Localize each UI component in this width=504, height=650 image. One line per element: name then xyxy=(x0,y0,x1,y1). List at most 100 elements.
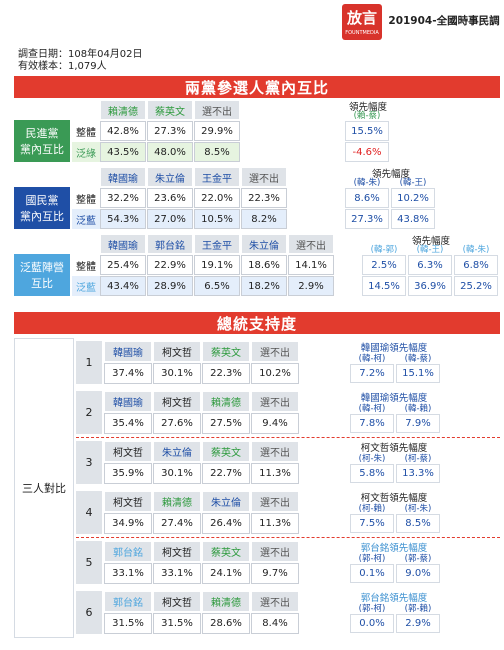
row-label: 泛藍 xyxy=(72,209,100,229)
cell-value: 35.9% xyxy=(104,463,152,484)
block-label-line: 黨內互比 xyxy=(20,210,64,223)
cell-value: 27.3% xyxy=(147,121,193,141)
column-header: 朱立倫 xyxy=(241,234,287,254)
lead-value: 7.2% xyxy=(350,364,394,383)
column-header: 選不出 xyxy=(251,491,299,512)
cell-value: 35.4% xyxy=(104,413,152,434)
cell-value: 22.3% xyxy=(202,363,250,384)
cell-value: 6.5% xyxy=(194,276,240,296)
survey-date: 調查日期：108年04月02日 xyxy=(18,48,143,60)
column-header: 韓國瑜 xyxy=(100,234,146,254)
block-label: 民進黨 黨內互比 xyxy=(14,120,70,162)
lead-pair: (韓-朱) xyxy=(462,245,490,255)
lead-value: 7.5% xyxy=(350,514,394,533)
column-header: 朱立倫 xyxy=(202,491,250,512)
cell-value: 19.1% xyxy=(194,255,240,275)
cell-value: 37.4% xyxy=(104,363,152,384)
group-label: 三人對比 xyxy=(14,338,74,638)
column-header: 賴清德 xyxy=(100,100,146,120)
lead-pair: (郭-賴) xyxy=(404,604,432,614)
column-header: 郭台銘 xyxy=(147,234,193,254)
lead-pair: (柯-朱) xyxy=(404,504,432,514)
column-header: 蔡英文 xyxy=(202,341,250,362)
cell-value: 23.6% xyxy=(147,188,193,208)
section-title: 總統支持度 xyxy=(14,312,500,334)
lead-pair: (柯-朱) xyxy=(358,454,386,464)
sample-size: 有效樣本：1,079人 xyxy=(18,60,107,72)
column-header: 柯文哲 xyxy=(153,391,201,412)
lead-value: 2.5% xyxy=(362,255,406,275)
lead-pair: (韓-蔡) xyxy=(404,354,432,364)
lead-value: 10.2% xyxy=(391,188,435,208)
column-header: 韓國瑜 xyxy=(100,167,146,187)
cell-value: 8.2% xyxy=(241,209,287,229)
cell-value: 22.9% xyxy=(147,255,193,275)
logo-box xyxy=(342,4,382,40)
column-header: 柯文哲 xyxy=(104,441,152,462)
cell-value: 11.3% xyxy=(251,463,299,484)
lead-value: -4.6% xyxy=(345,142,389,162)
lead-title: 郭台銘領先幅度 xyxy=(360,543,428,554)
row-label: 泛綠 xyxy=(72,142,100,162)
cell-value: 22.7% xyxy=(202,463,250,484)
lead-value: 5.8% xyxy=(350,464,394,483)
cell-value: 18.2% xyxy=(241,276,287,296)
cell-value: 27.4% xyxy=(153,513,201,534)
block-label: 國民黨 黨內互比 xyxy=(14,187,70,229)
cell-value: 27.0% xyxy=(147,209,193,229)
lead-value: 13.3% xyxy=(396,464,440,483)
lead-title: 柯文哲領先幅度 xyxy=(360,493,428,504)
lead-pair: (韓-王) xyxy=(399,178,427,188)
lead-pair: (韓-賴) xyxy=(404,404,432,414)
lead-value: 2.9% xyxy=(396,614,440,633)
block-label-line: 互比 xyxy=(31,277,53,290)
lead-value: 8.5% xyxy=(396,514,440,533)
lead-pair: (郭-柯) xyxy=(358,554,386,564)
cell-value: 28.6% xyxy=(202,613,250,634)
cell-value: 22.3% xyxy=(241,188,287,208)
lead-value: 7.8% xyxy=(350,414,394,433)
lead-title: 領先幅度 xyxy=(411,235,450,247)
column-header: 蔡英文 xyxy=(202,541,250,562)
scenario-number: 5 xyxy=(76,541,102,584)
lead-title: 柯文哲領先幅度 xyxy=(360,443,428,454)
scenario-number: 1 xyxy=(76,341,102,384)
cell-value: 27.5% xyxy=(202,413,250,434)
lead-title: 韓國瑜領先幅度 xyxy=(360,393,428,404)
column-header: 柯文哲 xyxy=(153,341,201,362)
lead-value: 6.3% xyxy=(408,255,452,275)
divider xyxy=(76,437,500,438)
cell-value: 2.9% xyxy=(288,276,334,296)
scenario-number: 4 xyxy=(76,491,102,534)
lead-pair: (韓-王) xyxy=(416,245,444,255)
block-label-line: 黨內互比 xyxy=(20,143,64,156)
lead-title: 領先幅度 xyxy=(348,101,387,113)
cell-value: 22.0% xyxy=(194,188,240,208)
lead-value: 15.1% xyxy=(396,364,440,383)
lead-pair: (韓-柯) xyxy=(358,404,386,414)
cell-value: 27.6% xyxy=(153,413,201,434)
cell-value: 18.6% xyxy=(241,255,287,275)
cell-value: 31.5% xyxy=(153,613,201,634)
lead-pair: (郭-柯) xyxy=(358,604,386,614)
column-header: 選不出 xyxy=(251,391,299,412)
column-header: 郭台銘 xyxy=(104,541,152,562)
column-header: 選不出 xyxy=(251,541,299,562)
cell-value: 26.4% xyxy=(202,513,250,534)
column-header: 選不出 xyxy=(194,100,240,120)
cell-value: 34.9% xyxy=(104,513,152,534)
logo-sub: FOUNTMEDIA xyxy=(345,30,379,36)
cell-value: 25.4% xyxy=(100,255,146,275)
cell-value: 43.4% xyxy=(100,276,146,296)
cell-value: 29.9% xyxy=(194,121,240,141)
column-header: 蔡英文 xyxy=(147,100,193,120)
column-header: 選不出 xyxy=(251,441,299,462)
lead-value: 14.5% xyxy=(362,276,406,296)
cell-value: 28.9% xyxy=(147,276,193,296)
lead-title: 郭台銘領先幅度 xyxy=(360,593,428,604)
lead-pair: (賴-蔡) xyxy=(353,111,381,121)
column-header: 賴清德 xyxy=(202,591,250,612)
cell-value: 30.1% xyxy=(153,363,201,384)
lead-value: 0.1% xyxy=(350,564,394,583)
